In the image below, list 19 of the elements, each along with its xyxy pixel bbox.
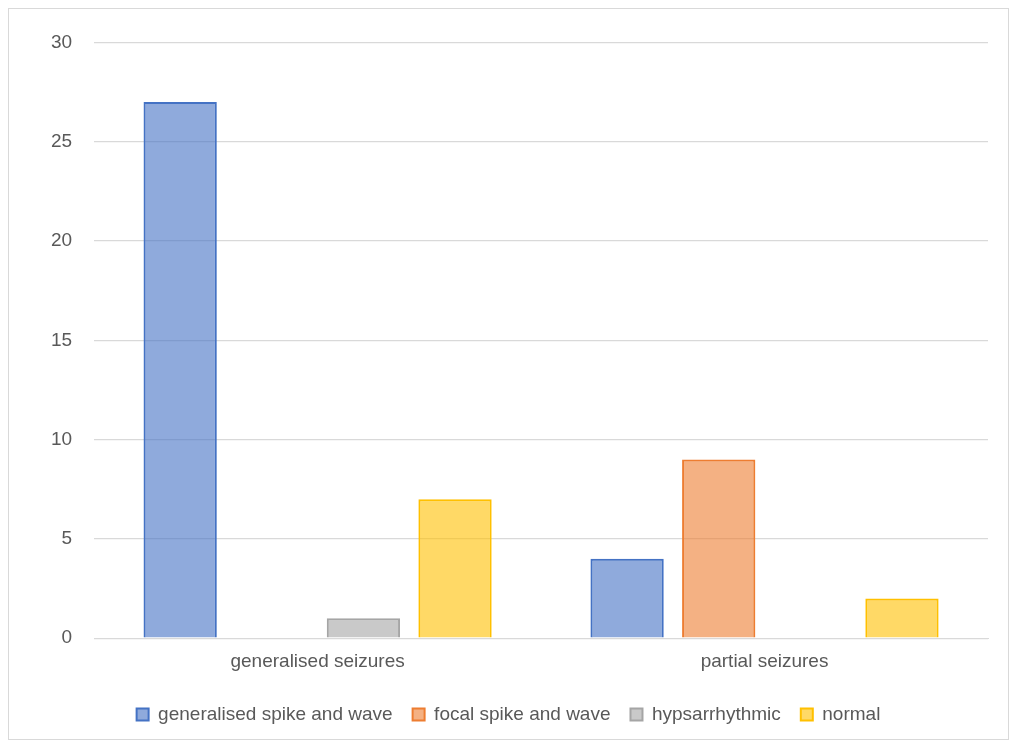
y-tick-label: 5 [61,527,73,549]
legend-label: generalised spike and wave [158,702,393,724]
y-tick-label: 15 [50,328,73,350]
y-tick-label: 25 [50,129,73,151]
y-tick-label: 30 [50,30,73,52]
bar [590,558,664,638]
x-tick-label: partial seizures [700,649,829,671]
y-tick-label: 10 [50,427,73,449]
bar [326,618,401,638]
y-tick-label: 20 [50,229,73,251]
y-tick-label: 0 [61,626,73,648]
legend-label: hypsarrhythmic [651,702,781,724]
x-tick-label: generalised seizures [230,649,405,671]
bar [143,101,217,638]
legend-label: normal [822,702,881,724]
bar [418,499,492,638]
legend-label: focal spike and wave [434,702,611,724]
bar [865,598,939,638]
bar [682,459,756,638]
